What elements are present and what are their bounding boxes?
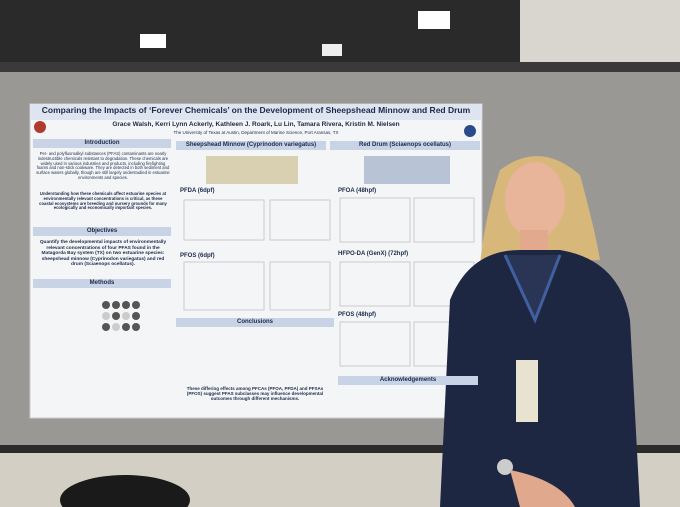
section-heading: Objectives bbox=[33, 227, 171, 236]
panel-label: PFOS (48hpf) bbox=[338, 312, 377, 318]
species-heading: Sheepshead Minnow (Cyprinodon variegatus… bbox=[176, 141, 326, 150]
section-heading: Conclusions bbox=[176, 318, 334, 327]
authors: Grace Walsh, Kerri Lynn Ackerly, Kathlee… bbox=[112, 121, 400, 128]
affiliation: The University of Texas at Austin, Depar… bbox=[173, 130, 339, 135]
panel-label: HFPO-DA (GenX) (72hpf) bbox=[338, 251, 409, 257]
intro-text: Per- and polyfluoroalkyl substances (PFA… bbox=[36, 151, 170, 181]
section-heading: Introduction bbox=[33, 139, 171, 148]
section-heading: Methods bbox=[33, 279, 171, 288]
panel-label: PFOA (48hpf) bbox=[338, 188, 377, 194]
species-heading: Red Drum (Sciaenops ocellatus) bbox=[330, 141, 480, 150]
section-heading: Acknowledgements bbox=[338, 376, 478, 385]
objectives-text: Quantify the developmental impacts of en… bbox=[39, 240, 167, 268]
conclusions-text: These differing effects among PFCAs (PFO… bbox=[186, 386, 324, 402]
poster-title: Comparing the Impacts of ‘Forever Chemic… bbox=[41, 105, 471, 115]
panel-label: PFOS (6dpf) bbox=[180, 253, 215, 259]
intro-emphasis: Understanding how these chemicals affect… bbox=[39, 191, 167, 211]
panel-label: PFDA (6dpf) bbox=[180, 188, 215, 194]
